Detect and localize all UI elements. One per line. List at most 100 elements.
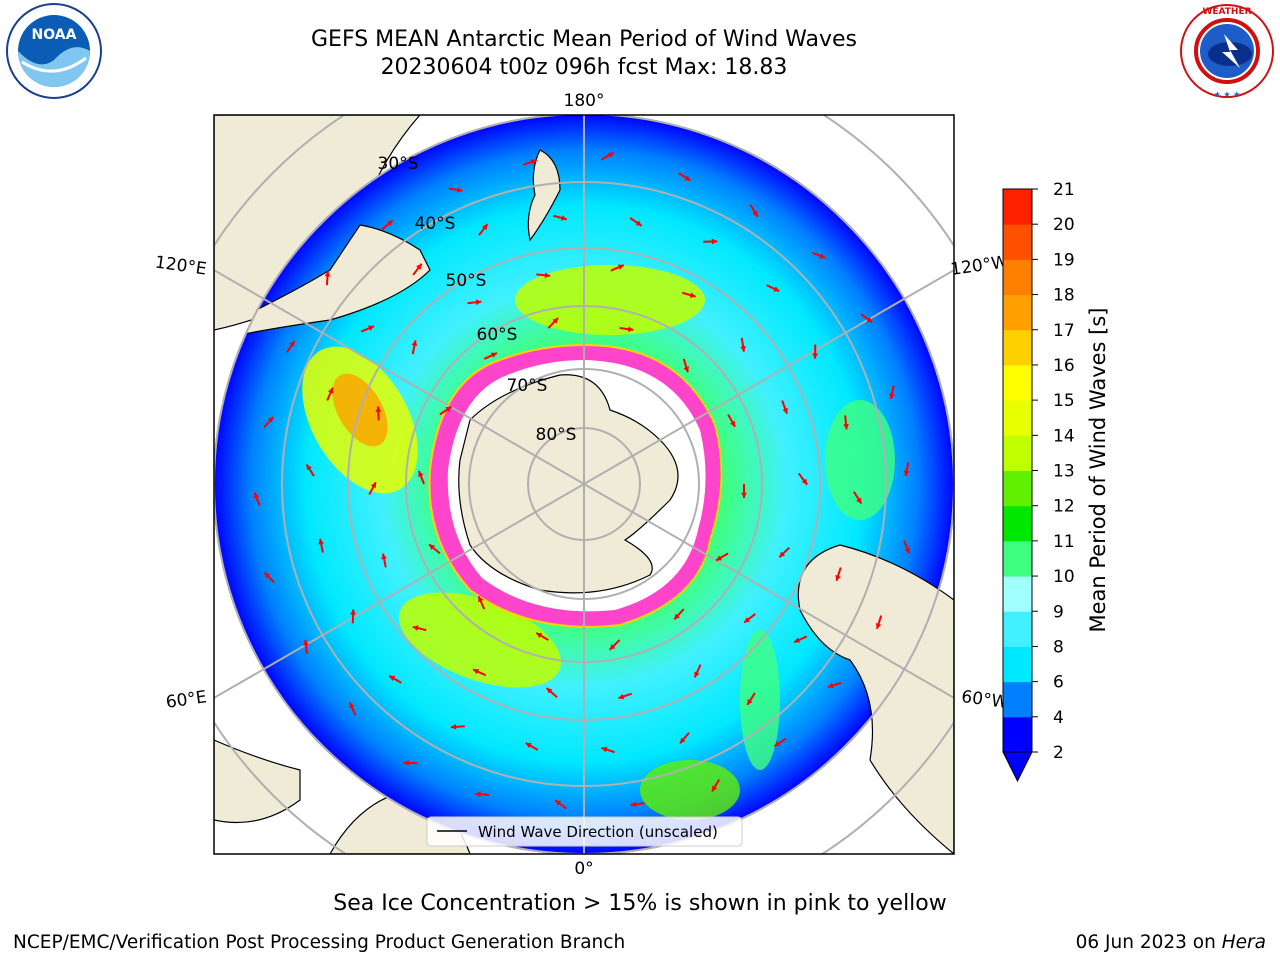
wind-arrow-head <box>627 326 634 333</box>
wind-arrow-head <box>618 693 625 700</box>
wind-arrow-head <box>689 292 696 298</box>
wind-arrow-head <box>561 215 567 221</box>
colorbar-band <box>1003 189 1032 225</box>
wind-arrow-head <box>445 406 452 412</box>
wind-arrow-head <box>794 637 801 643</box>
wind-arrow-head <box>712 785 718 792</box>
wind-arrow-head <box>416 263 422 270</box>
wind-arrow-head <box>536 633 543 639</box>
colorbar-tick-label: 17 <box>1053 321 1075 341</box>
wind-arrow-head <box>267 416 274 423</box>
colorbar-tick-label: 9 <box>1053 602 1064 622</box>
wind-arrow-head <box>289 340 295 347</box>
svg-text:★ ★ ★: ★ ★ ★ <box>1214 90 1241 99</box>
wind-arrow-head <box>555 800 562 806</box>
colorbar-extend-arrow <box>1002 751 1033 783</box>
colorbar-tick-label: 11 <box>1053 532 1075 552</box>
footer-host: Hera <box>1221 932 1266 953</box>
lon-label-120e: 120°E <box>154 253 208 280</box>
wind-arrow-head <box>694 671 700 678</box>
map-frame <box>213 114 955 855</box>
wind-arrow-head <box>525 743 532 749</box>
colorbar-tick-label: 8 <box>1053 637 1064 657</box>
wind-arrow-head <box>478 596 484 603</box>
colorbar-tick-label: 4 <box>1053 708 1064 728</box>
wind-arrow-head <box>253 492 260 499</box>
wind-arrow-head <box>741 492 747 498</box>
colorbar-band <box>1003 716 1032 753</box>
wind-arrow-head <box>744 617 751 623</box>
map-legend: Wind Wave Direction (unscaled) <box>426 816 743 847</box>
wind-arrow-head <box>412 625 419 631</box>
wind-arrow-head <box>306 464 312 471</box>
colorbar-band <box>1003 329 1032 366</box>
wind-arrow-head <box>544 272 551 279</box>
wind-arrow-head <box>835 574 841 581</box>
wind-arrow-head <box>370 482 376 489</box>
wind-arrow-head <box>350 609 356 615</box>
lon-label-60w: 60°W <box>960 687 1009 713</box>
wind-arrow-head <box>683 366 690 373</box>
wind-arrow-head <box>617 264 624 270</box>
noaa-logo: NOAA <box>6 3 102 99</box>
lat-label-80s: 80°S <box>536 425 577 445</box>
wind-arrow-head <box>779 551 786 558</box>
wind-arrow-head <box>473 668 480 675</box>
wind-arrow-head <box>747 698 753 705</box>
wind-arrow-head <box>904 547 911 554</box>
wind-arrow-head <box>418 470 424 477</box>
colorbar-tick-label: 6 <box>1053 673 1064 693</box>
wind-arrow-head <box>819 253 826 259</box>
wind-arrow-head <box>375 406 382 412</box>
lat-label-40s: 40°S <box>415 214 456 234</box>
lat-label-60s: 60°S <box>477 325 518 345</box>
colorbar: 2 4 6 8 9 10 11 12 13 14 15 16 17 18 19 20 21 <box>1002 180 1075 783</box>
colorbar-tick-label: 21 <box>1053 180 1075 200</box>
wind-arrow-head <box>635 220 642 226</box>
colorbar-band <box>1003 505 1032 542</box>
wind-arrow-head <box>389 675 396 681</box>
wind-arrow-head <box>475 791 481 798</box>
chart-title: GEFS MEAN Antarctic Mean Period of Wind … <box>311 27 857 52</box>
wind-arrow-head <box>546 688 553 694</box>
sea-ice-note: Sea Ice Concentration > 15% is shown in … <box>333 891 947 916</box>
colorbar-band <box>1003 224 1032 260</box>
wind-arrow-head <box>490 352 497 358</box>
colorbar-tick-label: 18 <box>1053 286 1075 306</box>
lat-label-50s: 50°S <box>446 271 487 291</box>
wind-arrow-head <box>716 555 723 561</box>
wind-arrow-head <box>482 224 488 231</box>
legend-label: Wind Wave Direction (unscaled) <box>478 823 718 841</box>
wind-arrow-head <box>711 238 718 245</box>
wind-arrow-head <box>328 387 334 394</box>
footer-date: 06 Jun 2023 on Hera <box>1076 932 1266 953</box>
wind-arrow-head <box>381 553 387 560</box>
wind-arrow-head <box>607 152 614 158</box>
colorbar-band <box>1003 681 1032 718</box>
wind-arrow-head <box>552 317 559 324</box>
colorbar-band <box>1003 540 1032 577</box>
wind-arrow-head <box>368 325 375 331</box>
wind-arrow-head <box>630 801 637 808</box>
colorbar-band <box>1003 611 1032 647</box>
wind-arrow-head <box>609 644 616 650</box>
colorbar-tick-label: 15 <box>1053 391 1075 411</box>
colorbar-band <box>1003 364 1032 401</box>
wind-arrow-head <box>774 741 781 747</box>
colorbar-band <box>1003 646 1032 683</box>
wind-arrow-head <box>740 346 746 352</box>
colorbar-tick-label: 19 <box>1053 250 1075 270</box>
colorbar-tick-label: 14 <box>1053 426 1075 446</box>
lat-label-70s: 70°S <box>507 376 548 396</box>
wind-arrow-head <box>812 353 819 359</box>
colorbar-band <box>1003 470 1032 507</box>
lon-label-60e: 60°E <box>165 687 208 712</box>
wind-arrow-head <box>875 622 882 629</box>
colorbar-tick-label: 16 <box>1053 356 1075 376</box>
wind-arrow-head <box>684 175 691 181</box>
wind-arrow-head <box>429 544 436 550</box>
wind-wave-arrows <box>253 151 911 810</box>
wind-arrow-head <box>773 286 780 292</box>
colorbar-band <box>1003 576 1032 612</box>
